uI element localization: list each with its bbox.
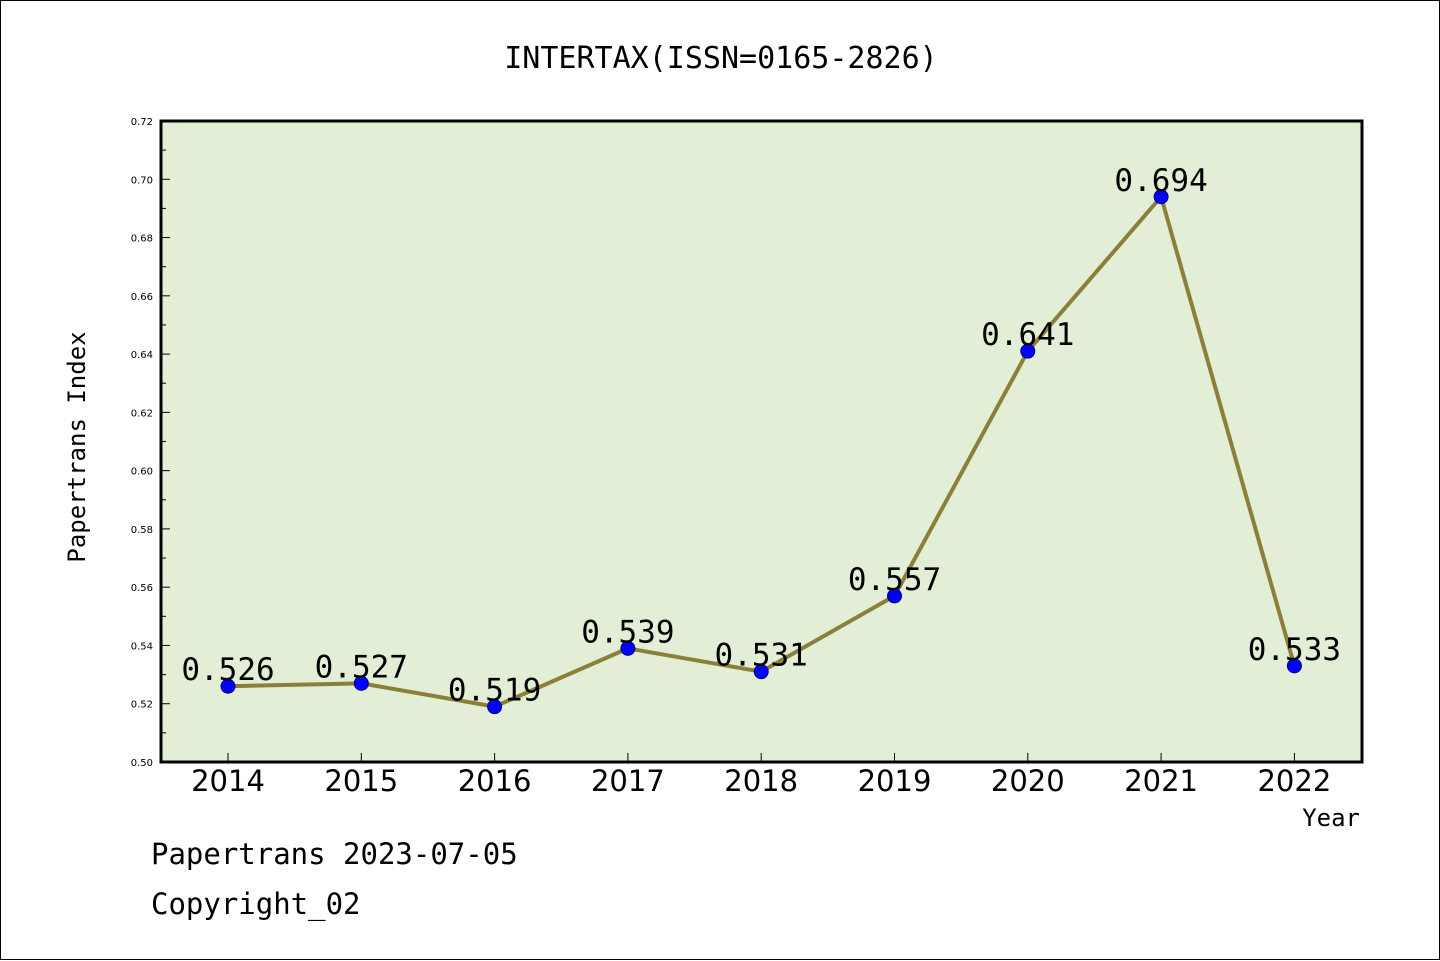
y-tick-label: 0.54 — [131, 641, 153, 652]
data-point — [220, 678, 236, 694]
data-label: 0.533 — [1248, 632, 1341, 668]
data-label: 0.526 — [181, 652, 274, 688]
data-point — [753, 664, 769, 680]
y-tick-label: 0.58 — [131, 525, 153, 536]
data-point — [1153, 189, 1169, 205]
x-tick-label: 2018 — [724, 764, 798, 798]
chart-title: INTERTAX(ISSN=0165-2826) — [504, 41, 937, 76]
y-tick-label: 0.52 — [131, 700, 153, 711]
x-tick-label: 2017 — [591, 764, 665, 798]
data-point — [353, 675, 369, 691]
y-axis-title: Papertrans Index — [63, 331, 91, 562]
plot-area — [159, 119, 1364, 764]
series-line-layer — [220, 189, 1302, 715]
data-label-layer: 0.526 0.527 0.519 0.539 0.531 0.557 0.641 0.694… — [181, 163, 1341, 709]
x-axis: 2014 2015 2016 2017 2018 2019 2020 2021 2022 — [191, 753, 1331, 798]
data-label: 0.527 — [315, 649, 408, 685]
data-label: 0.539 — [581, 614, 674, 650]
data-point — [887, 588, 902, 604]
y-tick-label: 0.72 — [131, 117, 153, 128]
x-tick-label: 2022 — [1257, 764, 1331, 798]
data-label: 0.557 — [848, 562, 941, 598]
data-point — [620, 640, 636, 656]
data-label: 0.641 — [981, 317, 1074, 353]
data-label: 0.531 — [715, 638, 808, 674]
x-axis-title: Year — [1302, 804, 1360, 832]
data-label: 0.519 — [448, 673, 541, 709]
y-tick-label: 0.68 — [131, 234, 153, 245]
x-tick-label: 2014 — [191, 764, 265, 798]
footer-date-stamp: Papertrans 2023-07-05 — [151, 837, 518, 871]
y-tick-label: 0.60 — [131, 467, 153, 478]
data-point — [1020, 343, 1036, 359]
y-tick-label: 0.64 — [131, 350, 153, 361]
x-tick-label: 2015 — [324, 764, 398, 798]
y-tick-label: 0.50 — [131, 758, 153, 769]
x-tick-label: 2021 — [1124, 764, 1198, 798]
y-axis: 0.50 0.52 0.54 0.56 0.58 0.60 0.62 0.64 0.66 0.68… — [131, 117, 170, 769]
y-tick-label: 0.62 — [131, 408, 153, 419]
x-tick-label: 2019 — [858, 764, 932, 798]
x-tick-label: 2016 — [458, 764, 532, 798]
y-tick-label: 0.56 — [131, 583, 153, 594]
footer-copyright: Copyright_02 — [151, 887, 361, 921]
y-tick-label: 0.70 — [131, 175, 153, 186]
x-tick-label: 2020 — [991, 764, 1065, 798]
data-point — [1286, 658, 1302, 674]
y-tick-label: 0.66 — [131, 292, 153, 303]
data-point — [487, 699, 503, 715]
data-label: 0.694 — [1114, 163, 1207, 199]
